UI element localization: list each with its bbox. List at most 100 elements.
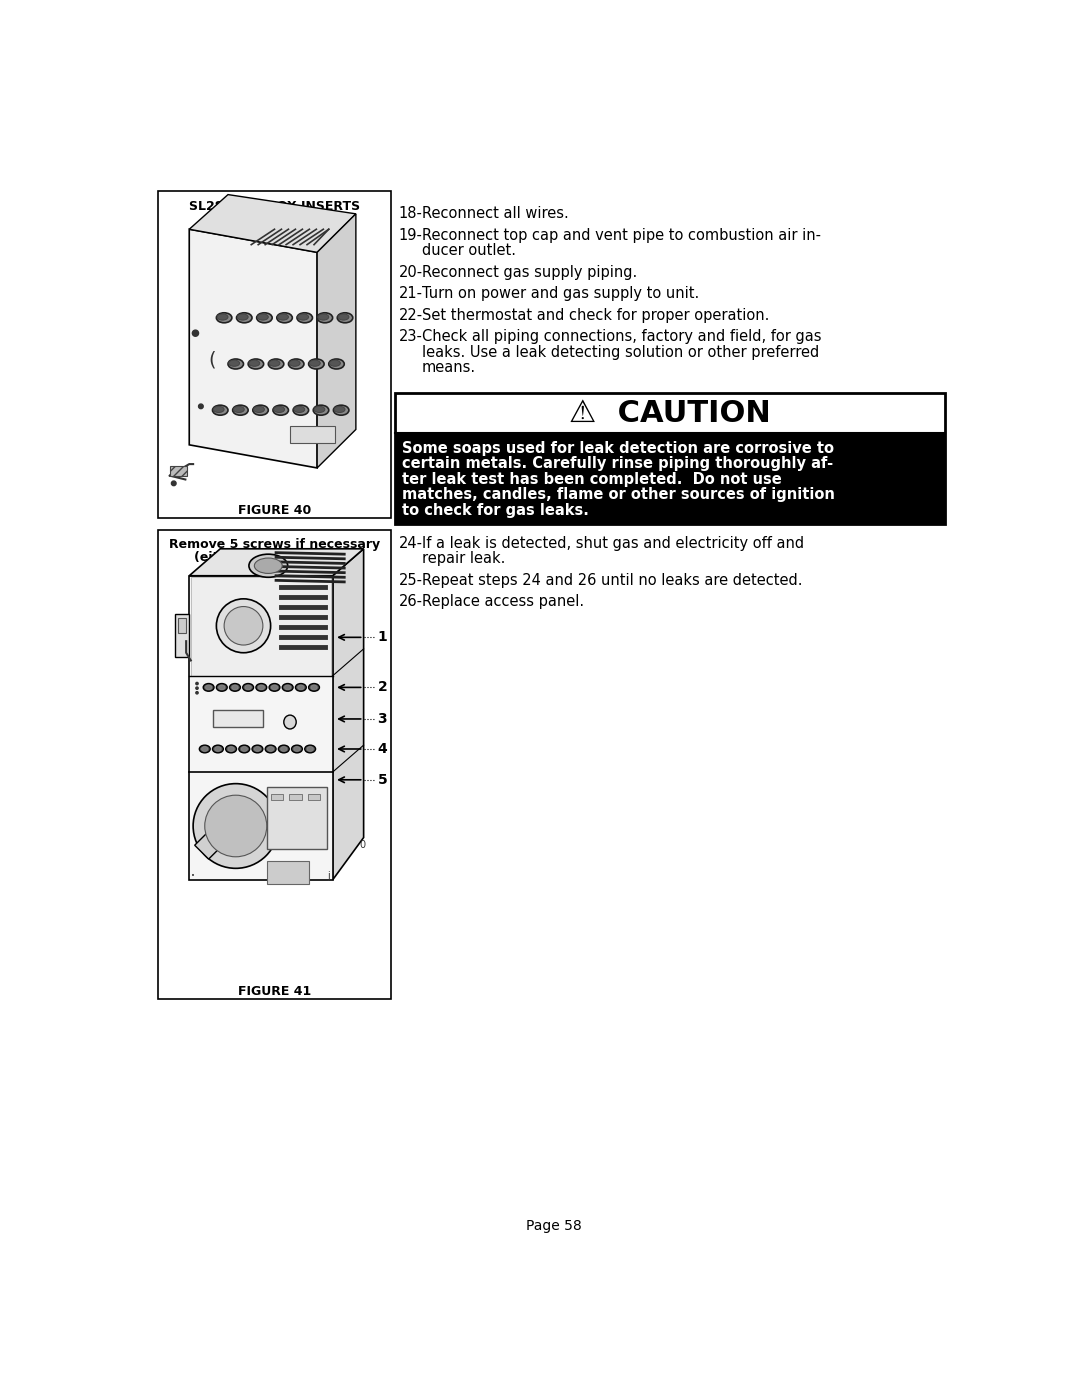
Text: 0: 0	[359, 840, 365, 851]
Ellipse shape	[200, 745, 211, 753]
Text: Reconnect gas supply piping.: Reconnect gas supply piping.	[422, 264, 637, 279]
Text: •: •	[191, 873, 195, 879]
Ellipse shape	[318, 313, 333, 323]
Ellipse shape	[337, 313, 353, 323]
Text: ter leak test has been completed.  Do not use: ter leak test has been completed. Do not…	[403, 472, 782, 486]
Ellipse shape	[215, 746, 221, 752]
Circle shape	[216, 599, 271, 652]
Ellipse shape	[213, 405, 228, 415]
Ellipse shape	[297, 313, 312, 323]
Text: 26-: 26-	[399, 594, 422, 609]
Ellipse shape	[309, 360, 321, 366]
Ellipse shape	[252, 745, 262, 753]
Ellipse shape	[329, 360, 340, 366]
Circle shape	[225, 606, 262, 645]
Bar	[159, 191, 391, 518]
Text: j: j	[327, 872, 330, 882]
Ellipse shape	[218, 685, 225, 690]
Ellipse shape	[230, 683, 241, 692]
Ellipse shape	[318, 314, 328, 320]
Bar	[191, 577, 332, 676]
Ellipse shape	[241, 746, 247, 752]
Text: (: (	[208, 351, 216, 370]
Ellipse shape	[203, 683, 214, 692]
Text: 20-: 20-	[399, 264, 422, 279]
Ellipse shape	[271, 685, 278, 690]
Ellipse shape	[268, 359, 284, 369]
Text: matches, candles, flame or other sources of ignition: matches, candles, flame or other sources…	[403, 488, 835, 502]
Ellipse shape	[229, 360, 240, 366]
Ellipse shape	[268, 746, 273, 752]
Text: 2: 2	[378, 680, 388, 694]
Ellipse shape	[328, 359, 345, 369]
Ellipse shape	[245, 685, 252, 690]
Circle shape	[195, 687, 198, 689]
Ellipse shape	[228, 359, 243, 369]
Ellipse shape	[282, 683, 293, 692]
Polygon shape	[318, 214, 356, 468]
Text: Page 58: Page 58	[526, 1220, 581, 1234]
Text: Replace access panel.: Replace access panel.	[422, 594, 584, 609]
Text: Set thermostat and check for proper operation.: Set thermostat and check for proper oper…	[422, 307, 769, 323]
Polygon shape	[194, 831, 222, 859]
Text: to check for gas leaks.: to check for gas leaks.	[403, 503, 590, 518]
Text: 19-: 19-	[399, 228, 422, 243]
Text: ducer outlet.: ducer outlet.	[422, 243, 516, 258]
Text: FIGURE 40: FIGURE 40	[238, 504, 311, 517]
Text: means.: means.	[422, 360, 476, 376]
Ellipse shape	[237, 313, 252, 323]
Ellipse shape	[257, 313, 272, 323]
Ellipse shape	[338, 314, 349, 320]
Bar	[271, 793, 283, 800]
Bar	[267, 861, 309, 884]
Circle shape	[195, 692, 198, 694]
Ellipse shape	[243, 683, 254, 692]
Ellipse shape	[305, 745, 315, 753]
Ellipse shape	[226, 745, 237, 753]
Ellipse shape	[248, 555, 287, 577]
Text: (either side of cabinet): (either side of cabinet)	[193, 550, 355, 564]
Text: 25-: 25-	[399, 573, 422, 588]
Ellipse shape	[273, 407, 284, 412]
Text: 5: 5	[378, 773, 388, 787]
Ellipse shape	[254, 407, 265, 412]
Bar	[394, 433, 945, 524]
Text: Reconnect top cap and vent pipe to combustion air in-: Reconnect top cap and vent pipe to combu…	[422, 228, 821, 243]
Text: 1: 1	[378, 630, 388, 644]
Polygon shape	[189, 576, 333, 880]
Ellipse shape	[309, 683, 320, 692]
Text: 22-: 22-	[399, 307, 422, 323]
Bar	[213, 711, 262, 728]
Text: 4: 4	[378, 742, 388, 756]
Ellipse shape	[266, 745, 276, 753]
Ellipse shape	[257, 314, 268, 320]
Text: If a leak is detected, shut gas and electricity off and: If a leak is detected, shut gas and elec…	[422, 535, 804, 550]
Circle shape	[195, 682, 198, 685]
Ellipse shape	[213, 745, 224, 753]
Bar	[159, 529, 391, 999]
Circle shape	[199, 404, 203, 409]
Circle shape	[205, 795, 267, 856]
Ellipse shape	[255, 746, 260, 752]
Text: Reconnect all wires.: Reconnect all wires.	[422, 207, 568, 221]
Ellipse shape	[298, 685, 303, 690]
Ellipse shape	[232, 685, 238, 690]
Bar	[170, 467, 187, 475]
Polygon shape	[333, 549, 364, 880]
Ellipse shape	[334, 407, 345, 412]
Text: Turn on power and gas supply to unit.: Turn on power and gas supply to unit.	[422, 286, 699, 302]
Bar	[394, 393, 945, 524]
Ellipse shape	[293, 405, 309, 415]
Text: repair leak.: repair leak.	[422, 550, 505, 566]
Ellipse shape	[269, 683, 280, 692]
Circle shape	[172, 481, 176, 486]
Polygon shape	[189, 229, 318, 468]
Ellipse shape	[217, 314, 228, 320]
Ellipse shape	[205, 685, 212, 690]
Ellipse shape	[289, 360, 300, 366]
Ellipse shape	[228, 746, 234, 752]
Ellipse shape	[213, 407, 225, 412]
Ellipse shape	[313, 405, 328, 415]
Circle shape	[192, 330, 199, 337]
Ellipse shape	[284, 685, 291, 690]
